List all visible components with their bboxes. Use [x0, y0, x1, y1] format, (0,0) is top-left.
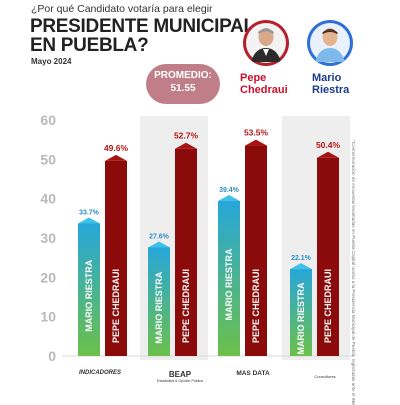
- logo-masdata: MAS DATA: [228, 370, 278, 377]
- person-icon: [246, 23, 286, 63]
- data-label-riestra: 39.4%: [219, 187, 240, 194]
- bar-chedraui-top: [317, 151, 339, 158]
- bar-name-chedraui: PEPE CHEDRAUI: [181, 269, 191, 343]
- bar-chedraui-top: [245, 139, 267, 146]
- bar-riestra: [78, 223, 100, 356]
- candidate-first-chedraui: Pepe: [240, 72, 267, 84]
- data-label-chedraui: 49.6%: [104, 143, 129, 153]
- logo-beap-sub: Estadística & Opinión Pública: [157, 379, 203, 383]
- bar-riestra-top: [218, 195, 240, 202]
- bar-name-riestra: MARIO RIESTRA: [224, 248, 234, 321]
- y-tick-label: 30: [40, 230, 56, 246]
- person-icon: [310, 23, 350, 63]
- data-label-riestra: 22.1%: [291, 255, 312, 262]
- candidate-first-riestra: Mario: [312, 72, 342, 84]
- bar-name-chedraui: PEPE CHEDRAUI: [323, 269, 333, 343]
- survey-date: Mayo 2024: [31, 57, 72, 66]
- bar-riestra-top: [78, 217, 100, 224]
- y-tick-label: 10: [40, 309, 56, 325]
- logo-beap: BEAP Estadística & Opinión Pública: [150, 370, 210, 383]
- avatar-chedraui: [243, 20, 289, 66]
- data-label-chedraui: 53.5%: [244, 128, 269, 138]
- bar-chedraui: [245, 145, 267, 356]
- bar-name-chedraui: PEPE CHEDRAUI: [251, 269, 261, 343]
- candidate-label-chedraui: Pepe Chedraui: [240, 72, 288, 96]
- y-tick-label: 60: [40, 112, 56, 128]
- bar-chedraui: [105, 160, 127, 356]
- bar-chedraui-top: [175, 142, 197, 149]
- bar-riestra: [218, 201, 240, 356]
- data-label-chedraui: 50.4%: [316, 140, 341, 150]
- logo-beap-text: BEAP: [168, 370, 192, 379]
- promedio-label: PROMEDIO:: [154, 70, 212, 81]
- promedio-badge: PROMEDIO: 51.55: [146, 64, 220, 104]
- y-tick-label: 0: [48, 348, 56, 364]
- bar-riestra-top: [148, 241, 170, 248]
- bar-name-riestra: MARIO RIESTRA: [154, 271, 164, 344]
- bar-riestra: [148, 247, 170, 356]
- logo-consultores: Consultores: [300, 374, 350, 380]
- title-line-2: EN PUEBLA?: [30, 35, 149, 56]
- y-tick-label: 40: [40, 191, 56, 207]
- bar-name-riestra: MARIO RIESTRA: [296, 282, 306, 355]
- data-label-riestra: 27.6%: [149, 233, 170, 240]
- y-tick-label: 50: [40, 151, 56, 167]
- y-tick-label: 20: [40, 269, 56, 285]
- title-line-1: PRESIDENTE MUNICIPAL: [30, 16, 255, 37]
- promedio-value: 51.55: [170, 83, 196, 94]
- bar-riestra-top: [290, 263, 312, 270]
- bar-chedraui: [175, 148, 197, 356]
- logo-indicadores-text: INDICADORES: [78, 370, 121, 376]
- methodology-note: *Conmemoración de encuestas levantadas e…: [351, 140, 356, 405]
- logo-consultores-sub: Consultores: [314, 374, 336, 379]
- candidate-last-chedraui: Chedraui: [240, 84, 288, 96]
- data-label-chedraui: 52.7%: [174, 131, 199, 141]
- bar-riestra: [290, 269, 312, 356]
- bar-name-riestra: MARIO RIESTRA: [84, 259, 94, 332]
- data-label-riestra: 33.7%: [79, 209, 100, 216]
- question-text: ¿Por qué Candidato votaría para elegir: [31, 3, 213, 15]
- bar-chedraui: [317, 157, 339, 356]
- bar-chedraui-top: [105, 154, 127, 161]
- candidate-label-riestra: Mario Riestra: [312, 72, 349, 96]
- logo-indicadores: INDICADORES: [68, 370, 132, 376]
- logo-masdata-text: MAS DATA: [236, 370, 270, 377]
- avatar-riestra: [307, 20, 353, 66]
- bar-name-chedraui: PEPE CHEDRAUI: [111, 269, 121, 343]
- candidate-last-riestra: Riestra: [312, 84, 350, 96]
